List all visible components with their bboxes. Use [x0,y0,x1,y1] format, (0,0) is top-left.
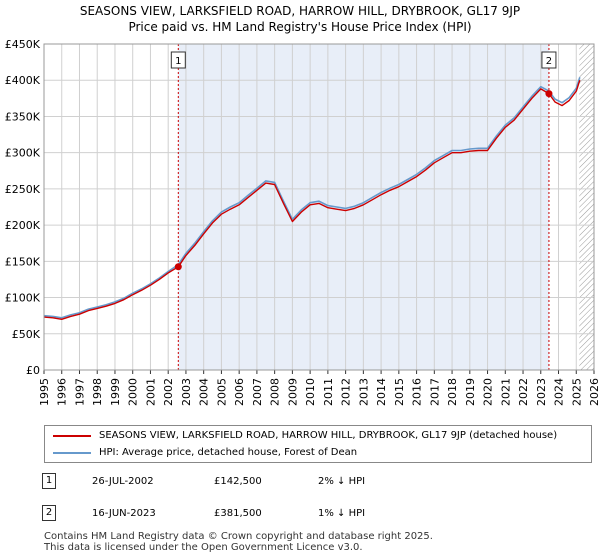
x-tick-label: 2009 [286,378,299,406]
x-tick-label: 2019 [464,378,477,406]
legend-swatch-hpi [53,452,91,454]
y-tick-label: £300K [5,147,41,160]
sale-point-2 [545,90,553,98]
x-tick-label: 2021 [499,378,512,406]
sale-point-1 [174,263,182,271]
x-tick-label: 2004 [198,378,211,406]
forecast-hatched-region [579,44,594,370]
x-tick-label: 1997 [73,378,86,406]
y-tick-label: £150K [5,255,41,268]
x-tick-label: 2025 [570,378,583,406]
x-tick-label: 2014 [375,378,388,406]
sale-date-1: 26-JUL-2002 [92,476,154,487]
chart-legend: SEASONS VIEW, LARKSFIELD ROAD, HARROW HI… [44,425,592,463]
footer-licence: This data is licensed under the Open Gov… [44,542,363,553]
x-tick-label: 1996 [56,378,69,406]
x-tick-label: 2010 [304,378,317,406]
x-tick-label: 2007 [251,378,264,406]
sale-badge-1: 1 [42,473,56,489]
x-tick-label: 2011 [322,378,335,406]
legend-label-property: SEASONS VIEW, LARKSFIELD ROAD, HARROW HI… [99,430,558,441]
x-tick-label: 2001 [144,378,157,406]
series-line-property [43,79,581,320]
chart-subtitle: Price paid vs. HM Land Registry's House … [128,20,472,34]
x-tick-label: 2023 [535,378,548,406]
x-tick-label: 2006 [233,378,246,406]
x-tick-label: 2022 [517,378,530,406]
price-chart: 1 2 £0 £50K £100K £150K £200K £250K £300K £350K £… [5,38,600,406]
sale-date-2: 16-JUN-2023 [92,508,156,519]
sale-hpi-1: 2% ↓ HPI [318,476,366,487]
sale-marker-box-1 [170,51,186,69]
plot-frame [43,43,595,371]
x-tick-label: 2026 [588,378,600,406]
y-tick-label: £250K [5,183,41,196]
x-tick-label: 2017 [428,378,441,406]
y-tick-label: £350K [5,110,41,123]
sale-row-2: 2 16-JUN-2023 £381,500 1% ↓ HPI [0,503,600,525]
y-tick-label: £100K [5,292,41,305]
x-tick-label: 2024 [553,378,566,406]
x-tick-label: 2016 [411,378,424,406]
legend-swatch-property [53,435,91,437]
x-tick-label: 2012 [340,378,353,406]
x-tick-label: 2008 [269,378,282,406]
sale-row-1: 1 26-JUL-2002 £142,500 2% ↓ HPI [0,471,600,493]
series-line-hpi [43,77,581,319]
sale-marker-box-2 [541,51,557,69]
sale-marker-label-2: 2 [546,56,552,67]
legend-label-hpi: HPI: Average price, detached house, Fore… [99,447,358,458]
y-tick-label: £400K [5,74,41,87]
y-tick-label: £0 [26,364,40,377]
x-tick-label: 2015 [393,378,406,406]
x-tick-label: 1999 [109,378,122,406]
sale-marker-label-1: 1 [175,56,181,67]
footer-copyright: Contains HM Land Registry data © Crown c… [44,531,433,542]
y-tick-label: £200K [5,219,41,232]
sale-badge-2: 2 [42,505,56,521]
x-tick-label: 2013 [357,378,370,406]
sale-hpi-2: 1% ↓ HPI [318,508,366,519]
x-tick-label: 2018 [446,378,459,406]
x-tick-label: 1998 [91,378,104,406]
x-tick-label: 2002 [162,378,175,406]
sale-price-1: £142,500 [214,476,262,487]
chart-title: SEASONS VIEW, LARKSFIELD ROAD, HARROW HI… [79,4,521,18]
x-tick-label: 2005 [215,378,228,406]
x-tick-label: 2020 [482,378,495,406]
sale-price-2: £381,500 [214,508,262,519]
x-tick-label: 2000 [127,378,140,406]
y-tick-label: £450K [5,38,41,51]
x-tick-label: 1995 [38,378,51,406]
y-tick-label: £50K [12,328,41,341]
x-tick-label: 2003 [180,378,193,406]
